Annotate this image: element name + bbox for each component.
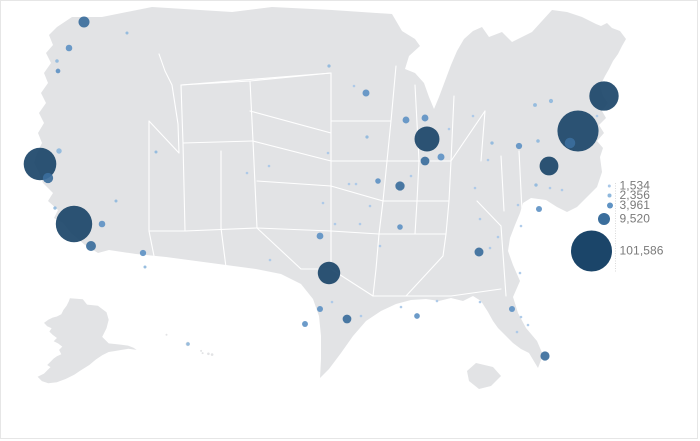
svg-text:9,520: 9,520 xyxy=(620,212,651,226)
svg-text:3,961: 3,961 xyxy=(620,198,651,212)
svg-text:101,586: 101,586 xyxy=(620,244,664,258)
